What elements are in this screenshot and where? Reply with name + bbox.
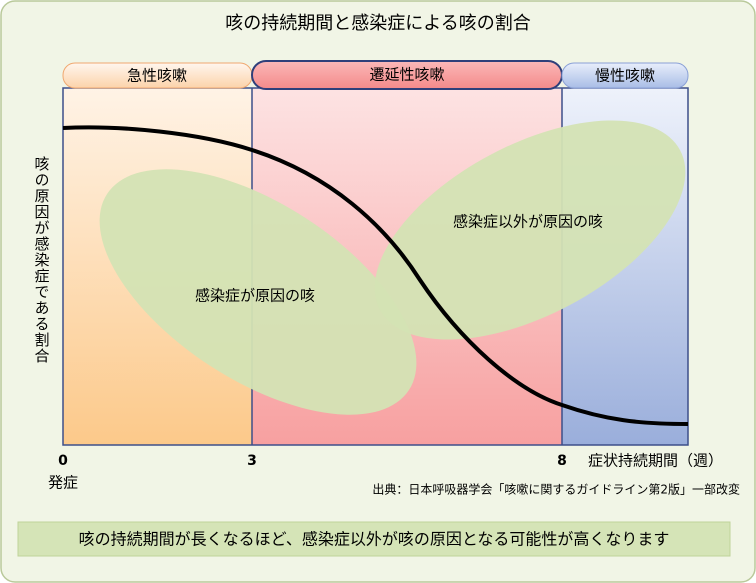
x-axis-label: 症状持続期間（週） xyxy=(588,452,723,470)
region-ellipse xyxy=(99,169,417,415)
x-tick-label: 8 xyxy=(557,453,567,469)
region-ellipse xyxy=(374,120,686,340)
phase-label: 急性咳嗽 xyxy=(127,67,187,85)
trend-curve xyxy=(62,125,689,426)
phase-label: 遷延性咳嗽 xyxy=(369,66,444,84)
conclusion-banner xyxy=(17,521,731,557)
conclusion: 咳の持続期間が長くなるほど、感染症以外が咳の原因となる可能性が高くなります xyxy=(79,530,670,549)
phase-pill xyxy=(561,62,689,89)
source: 出典：日本呼吸器学会「咳嗽に関するガイドライン第2版」一部改変 xyxy=(372,482,740,497)
region-label: 感染症以外が原因の咳 xyxy=(453,213,603,231)
x-tick-label: 0 xyxy=(58,453,68,469)
origin-label: 発症 xyxy=(48,474,78,492)
title: 咳の持続期間と感染症による咳の割合 xyxy=(225,13,530,34)
y-axis-label: 咳の原因が感染症である割合 xyxy=(33,156,51,364)
region-label: 感染症が原因の咳 xyxy=(195,287,315,305)
x-tick-label: 3 xyxy=(247,453,257,469)
phase-label: 慢性咳嗽 xyxy=(595,67,655,85)
